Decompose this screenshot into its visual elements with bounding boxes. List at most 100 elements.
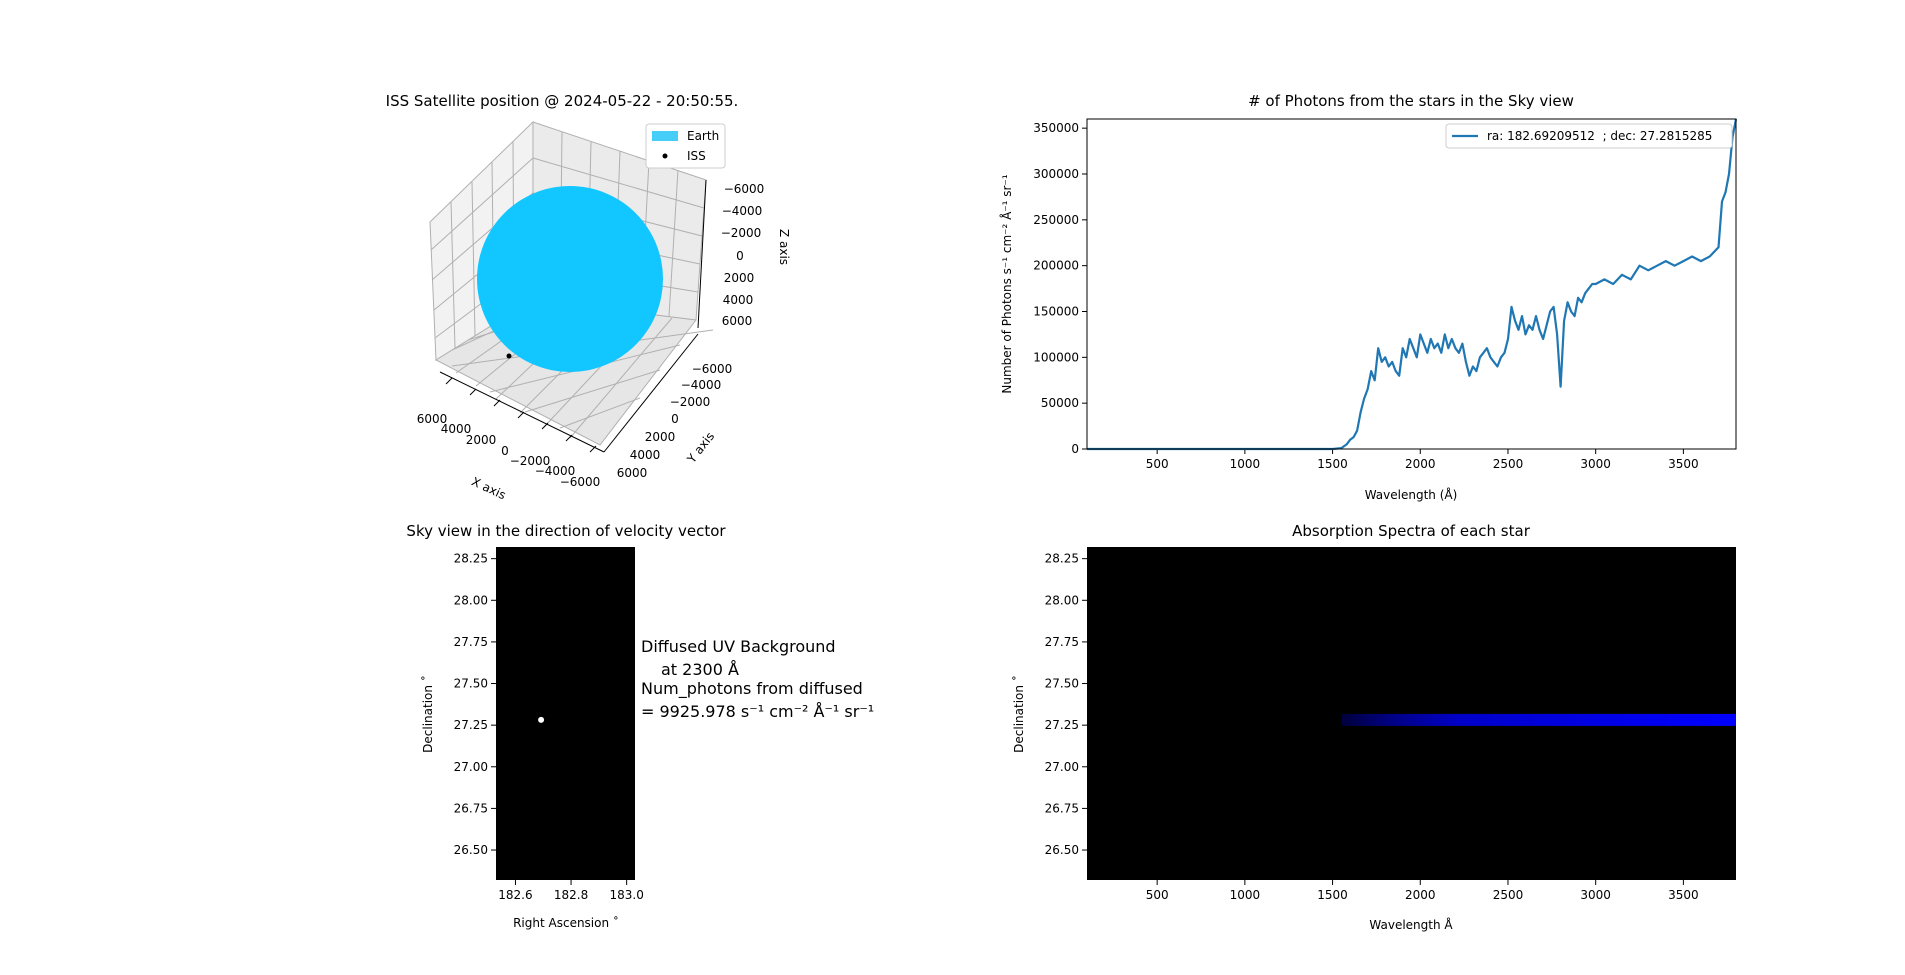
absorption-x-axis-label: Wavelength Å: [1369, 917, 1453, 932]
photons-ticks: 500 1000 1500 2000 2500 3000 3500 0 50000 100000 1…: [1033, 121, 1698, 471]
y-tick-label: 0: [1071, 442, 1079, 456]
y-tick-label: 0: [671, 412, 679, 426]
z-tick-label: −4000: [722, 204, 763, 218]
legend-label-iss: ISS: [687, 149, 706, 163]
y-tick-label: 27.00: [1045, 760, 1079, 774]
y-tick-label: 350000: [1033, 121, 1079, 135]
y-tick-label: −4000: [681, 378, 722, 392]
y-tick-label: 28.00: [1045, 593, 1079, 607]
y-tick-label: 28.25: [454, 552, 488, 566]
x-tick-label: 1000: [1230, 457, 1261, 471]
annotation-line-2: at 2300 Å: [661, 660, 739, 679]
x-tick-label: 500: [1146, 457, 1169, 471]
x-tick-label: 2000: [466, 433, 497, 447]
y-tick-label: 250000: [1033, 213, 1079, 227]
absorption-plot-area: [1087, 547, 1736, 880]
annotation-line-1: Diffused UV Background: [641, 637, 836, 656]
sky-view-star-point: [538, 716, 545, 723]
x-tick-label: 3000: [1580, 888, 1611, 902]
y-tick-label: 2000: [645, 430, 676, 444]
y-tick-label: 300000: [1033, 167, 1079, 181]
z-tick-label: 6000: [722, 314, 753, 328]
x-tick-label: 4000: [441, 422, 472, 436]
iss-z-tick-labels: −6000 −4000 −2000 0 2000 4000 6000: [721, 182, 765, 328]
absorption-ticks: 500 1000 1500 2000 2500 3000 3500 26.50 26.75 27.…: [1045, 552, 1699, 902]
absorption-band: [1341, 713, 1736, 726]
x-tick-label: 2000: [1405, 457, 1436, 471]
iss-position-panel: ISS Satellite position @ 2024-05-22 - 20…: [386, 92, 791, 502]
x-tick-label: −2000: [510, 454, 551, 468]
absorption-y-axis-label: Declination ˚: [1011, 675, 1026, 753]
y-tick-label: 27.00: [454, 760, 488, 774]
x-tick-label: 500: [1146, 888, 1169, 902]
iss-y-axis-label: Y axis: [684, 429, 717, 466]
annotation-line-4: = 9925.978 s⁻¹ cm⁻² Å⁻¹ sr⁻¹: [641, 702, 874, 721]
z-tick-label: −6000: [724, 182, 765, 196]
z-tick-label: 0: [736, 249, 744, 263]
x-tick-label: 3000: [1580, 457, 1611, 471]
y-tick-label: 26.75: [1045, 801, 1079, 815]
iss-x-axis-label: X axis: [469, 474, 508, 502]
sky-ticks: 182.6 182.8 183.0 26.50 26.75 27.00 27.25 27.50…: [454, 552, 644, 902]
photons-y-axis-label: Number of Photons s⁻¹ cm⁻² Å⁻¹ sr⁻¹: [999, 174, 1014, 393]
photons-x-axis-label: Wavelength (Å): [1365, 487, 1458, 502]
y-tick-label: 27.25: [1045, 718, 1079, 732]
iss-z-axis-label: Z axis: [777, 229, 791, 265]
photons-legend-label: ra: 182.69209512 ; dec: 27.2815285: [1487, 129, 1712, 143]
z-tick-label: −2000: [721, 226, 762, 240]
legend-swatch-earth: [652, 131, 678, 141]
y-tick-label: 27.25: [454, 718, 488, 732]
photons-panel: # of Photons from the stars in the Sky v…: [999, 92, 1738, 502]
x-tick-label: 3500: [1668, 457, 1699, 471]
x-tick-label: 3500: [1668, 888, 1699, 902]
x-tick-label: 2500: [1493, 457, 1524, 471]
y-tick-label: 26.50: [1045, 843, 1079, 857]
x-tick-label: −6000: [560, 475, 601, 489]
z-tick-label: 4000: [723, 293, 754, 307]
iss-point: [506, 353, 512, 359]
x-tick-label: −4000: [535, 464, 576, 478]
sky-view-chart-title: Sky view in the direction of velocity ve…: [406, 522, 726, 540]
photons-series-line: [1087, 118, 1738, 451]
photons-legend: ra: 182.69209512 ; dec: 27.2815285: [1445, 123, 1733, 149]
sky-view-x-axis-label: Right Ascension ˚: [513, 915, 619, 930]
legend-label-earth: Earth: [687, 129, 719, 143]
annotation-line-3: Num_photons from diffused: [641, 679, 863, 699]
x-tick-label: 0: [501, 444, 509, 458]
y-tick-label: 200000: [1033, 259, 1079, 273]
x-tick-label: 183.0: [609, 888, 643, 902]
sky-view-plot-area: [496, 547, 635, 880]
absorption-chart-title: Absorption Spectra of each star: [1292, 522, 1531, 540]
legend-marker-iss: [662, 153, 668, 159]
x-tick-label: 2500: [1493, 888, 1524, 902]
iss-legend: Earth ISS: [645, 123, 726, 169]
y-tick-label: 27.75: [1045, 635, 1079, 649]
y-tick-label: −2000: [670, 395, 711, 409]
x-tick-label: 182.6: [498, 888, 532, 902]
photons-plot-frame: [1086, 118, 1737, 450]
y-tick-label: −6000: [692, 362, 733, 376]
y-tick-label: 27.50: [1045, 677, 1079, 691]
y-tick-label: 27.75: [454, 635, 488, 649]
diffused-uv-annotation: Diffused UV Background at 2300 Å Num_pho…: [641, 637, 874, 721]
sky-view-panel: Sky view in the direction of velocity ve…: [406, 522, 726, 930]
y-tick-label: 100000: [1033, 350, 1079, 364]
x-tick-label: 6000: [417, 412, 448, 426]
iss-y-tick-labels: −6000 −4000 −2000 0 2000 4000 6000: [617, 362, 733, 480]
y-tick-label: 26.75: [454, 801, 488, 815]
x-tick-label: 1500: [1317, 457, 1348, 471]
y-tick-label: 26.50: [454, 843, 488, 857]
absorption-panel: Absorption Spectra of each star 500 1000 1…: [1011, 522, 1736, 932]
y-tick-label: 50000: [1041, 396, 1079, 410]
y-tick-label: 150000: [1033, 305, 1079, 319]
iss-chart-title: ISS Satellite position @ 2024-05-22 - 20…: [386, 92, 739, 110]
iss-x-tick-labels: 6000 4000 2000 0 −2000 −4000 −6000: [417, 412, 601, 489]
y-tick-label: 28.00: [454, 593, 488, 607]
photons-chart-title: # of Photons from the stars in the Sky v…: [1248, 92, 1574, 110]
y-tick-label: 6000: [617, 466, 648, 480]
x-tick-label: 182.8: [554, 888, 588, 902]
sky-view-y-axis-label: Declination ˚: [420, 675, 435, 753]
z-tick-label: 2000: [724, 271, 755, 285]
x-tick-label: 1500: [1317, 888, 1348, 902]
